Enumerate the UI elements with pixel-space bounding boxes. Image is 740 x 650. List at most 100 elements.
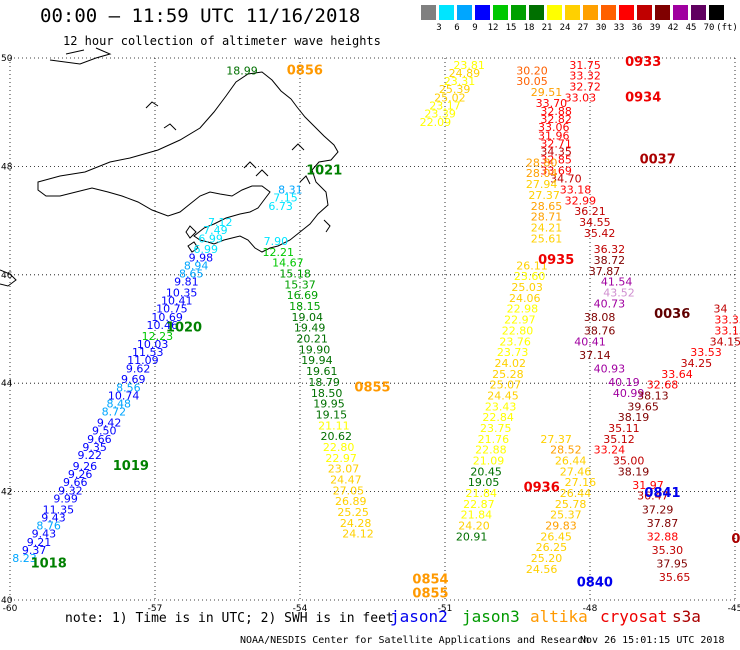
wave-height-value: 24.89: [449, 67, 481, 80]
wave-height-value: 9.81: [174, 276, 199, 289]
wave-height-value: 19.61: [306, 365, 338, 378]
wave-height-value: 29.51: [531, 86, 563, 99]
pass-time-label: 0935: [538, 253, 574, 268]
wave-height-value: 27.94: [526, 178, 558, 191]
wave-height-value: 25.28: [492, 368, 524, 381]
wave-height-value: 9.69: [121, 373, 146, 386]
legend-swatch: [709, 5, 724, 20]
wave-height-value: 38.08: [584, 311, 616, 324]
wave-height-value: 24.28: [340, 517, 372, 530]
legend-label: 21: [541, 23, 553, 33]
lat-tick-label: 44: [1, 379, 13, 389]
wave-height-value: 24.45: [487, 389, 519, 402]
wave-height-value: 37.87: [589, 265, 621, 278]
wave-height-value: 32.72: [569, 81, 601, 94]
legend-swatch: [655, 5, 670, 20]
wave-height-value: 36.21: [574, 205, 606, 218]
wave-height-value: 25.02: [434, 91, 466, 104]
wave-height-value: 14.67: [272, 257, 304, 270]
legend-label: 27: [577, 23, 589, 33]
lat-tick-label: 40: [1, 596, 13, 606]
wave-height-value: 24.56: [526, 563, 558, 576]
wave-height-value: 9.99: [53, 492, 78, 505]
satellite-jason2: jason2: [390, 607, 448, 626]
wave-height-value: 21.09: [473, 455, 505, 468]
lon-tick-label: -57: [148, 604, 163, 614]
wave-height-value: 26.11: [516, 259, 548, 272]
pass-time-label: 0035: [731, 532, 740, 547]
wave-height-value: 21.11: [318, 419, 350, 432]
wave-height-value: 7.12: [208, 216, 233, 229]
legend-label: 18: [523, 23, 535, 33]
wave-height-value: 23.39: [424, 108, 456, 121]
wave-height-value: 22.97: [504, 314, 536, 327]
wave-height-value: 6.99: [194, 243, 219, 256]
wave-height-value: 43.52: [603, 286, 635, 299]
pass-time-label: 0933: [625, 55, 661, 70]
pass-time-label: 0840: [577, 575, 613, 590]
wave-height-value: 8.65: [179, 268, 204, 281]
legend-label: 6: [454, 23, 460, 33]
wave-height-value: 9.42: [97, 417, 122, 430]
legend-swatch: [493, 5, 508, 20]
wave-height-value: 11.35: [43, 503, 75, 516]
legend-swatch: [439, 5, 454, 20]
map-title: 00:00 – 11:59 UTC 11/16/2018: [40, 5, 361, 27]
wave-height-value: 22.87: [463, 498, 495, 511]
wave-height-value: 19.49: [294, 322, 326, 335]
wave-height-value: 35.30: [652, 544, 684, 557]
wave-height-values: 8.239.379.219.438.769.4311.359.999.329.6…: [12, 59, 740, 584]
wave-height-value: 9.43: [32, 528, 57, 541]
satellite-s3a: s3a: [672, 607, 701, 626]
wave-height-value: 10.69: [151, 311, 183, 324]
wave-height-value: 25.20: [531, 552, 563, 565]
wave-height-value: 27.16: [565, 476, 597, 489]
wave-height-value: 25.07: [490, 379, 522, 392]
wave-height-value: 33.64: [661, 368, 693, 381]
wave-height-value: 23.60: [514, 270, 546, 283]
wave-height-value: 25.78: [555, 498, 587, 511]
pass-time-label: 0856: [287, 63, 323, 78]
wave-height-value: 34.70: [550, 173, 582, 186]
wave-height-value: 7.49: [203, 224, 228, 237]
wave-height-value: 24.21: [531, 221, 563, 234]
wave-height-value: 28.65: [531, 200, 563, 213]
legend-label: 15: [505, 23, 517, 33]
lon-tick-label: -54: [293, 604, 308, 614]
wave-height-value: 16.69: [287, 289, 319, 302]
wave-height-value: 40.73: [594, 297, 626, 310]
wave-height-value: 9.66: [87, 433, 112, 446]
legend-swatch: [547, 5, 562, 20]
wave-height-value: 21.84: [466, 487, 498, 500]
wave-height-value: 26.89: [335, 495, 367, 508]
wave-height-value: 22.09: [420, 116, 452, 129]
legend-label: 42: [667, 23, 679, 33]
wave-height-value: 38.72: [594, 254, 626, 267]
footer-credit: NOAA/NESDIS Center for Satellite Applica…: [240, 635, 590, 646]
pass-time-label: 1019: [113, 459, 149, 474]
graticule: [9, 57, 736, 601]
wave-height-value: 18.50: [311, 387, 343, 400]
wave-height-value: 27.46: [560, 465, 592, 478]
wave-height-value: 25.25: [337, 506, 369, 519]
wave-height-value: 35.65: [659, 571, 691, 584]
pass-time-label: 0855: [412, 586, 448, 601]
legend-swatch: [475, 5, 490, 20]
lon-tick-label: -48: [583, 604, 598, 614]
wave-height-value: 9.32: [58, 484, 83, 497]
wave-height-value: 10.41: [161, 295, 193, 308]
wave-height-value: 39.65: [627, 400, 659, 413]
wave-height-value: 34.55: [579, 216, 611, 229]
legend-swatch: [583, 5, 598, 20]
pass-time-label: 0855: [354, 380, 390, 395]
wave-height-value: 20.62: [321, 430, 353, 443]
wave-height-value: 29.83: [545, 520, 577, 533]
wave-height-value: 20.45: [470, 465, 502, 478]
wave-height-value: 18.99: [226, 64, 258, 77]
satellite-altika: altika: [530, 607, 588, 626]
wave-height-value: 33.53: [690, 346, 722, 359]
pass-time-label: 0037: [640, 153, 676, 168]
wave-height-value: 8.94: [184, 259, 209, 272]
pass-time-labels: 1018101910201021085608550854085509330934…: [31, 55, 740, 601]
